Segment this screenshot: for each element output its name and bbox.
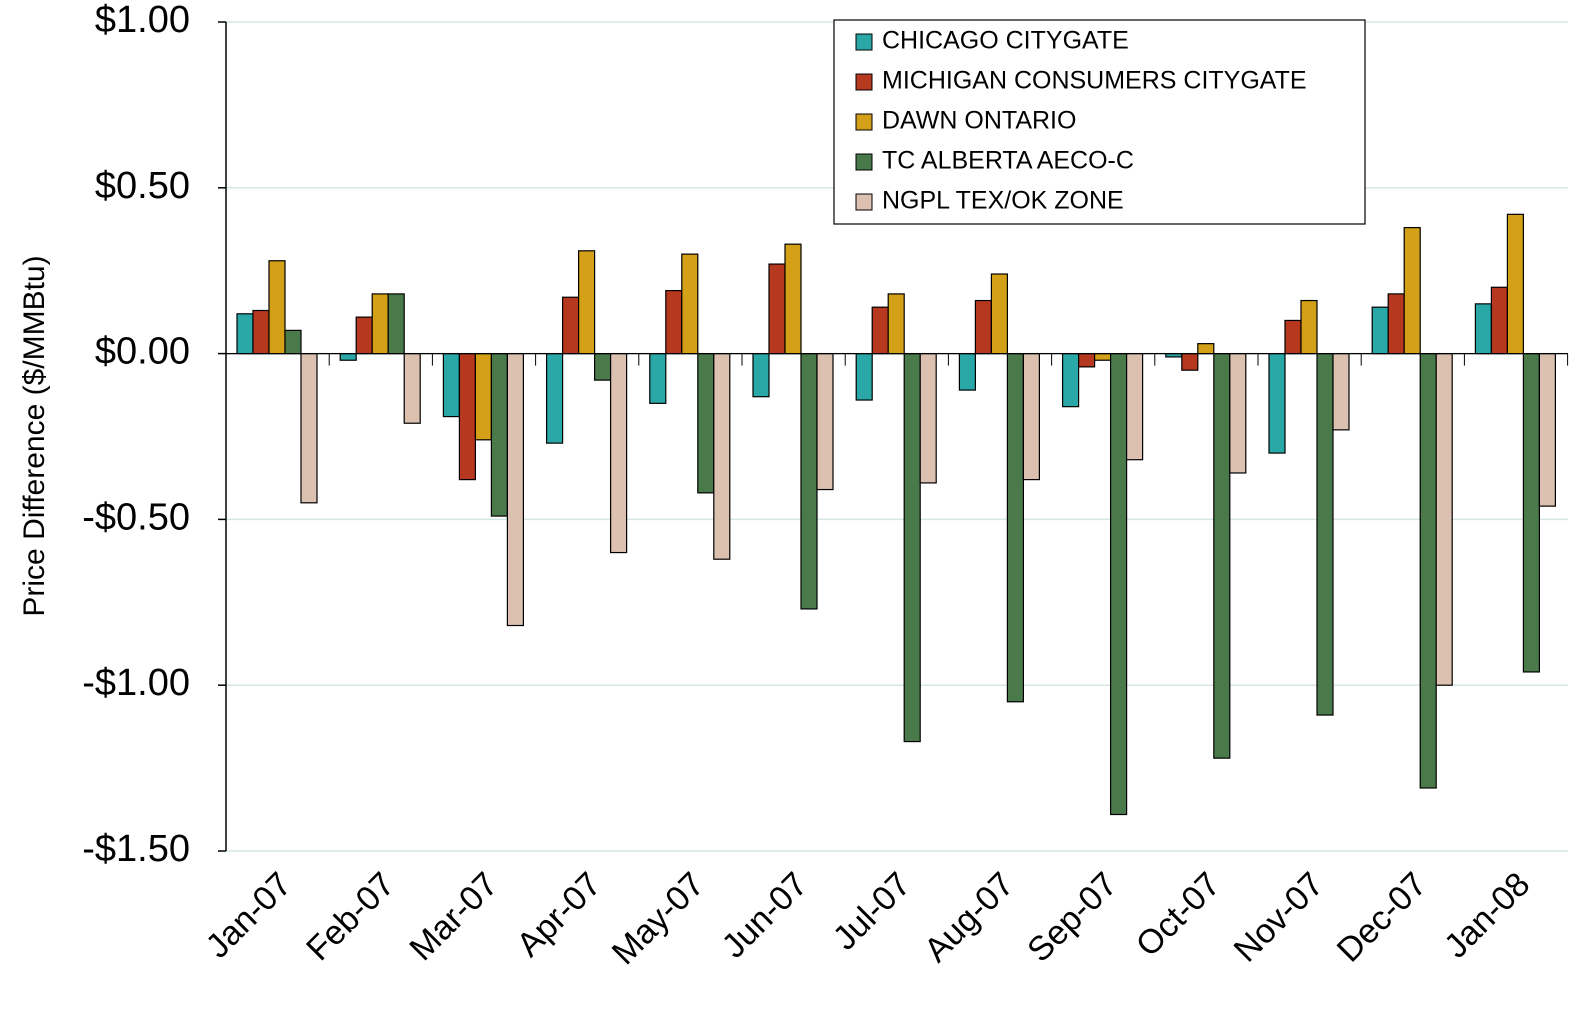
- bar: [752, 353, 770, 398]
- bar: [800, 353, 818, 610]
- bar: [403, 353, 421, 424]
- bar: [784, 243, 802, 355]
- x-tick-label: Mar-07: [402, 865, 505, 968]
- bar: [300, 353, 318, 504]
- y-tick-label: -$0.50: [82, 496, 190, 538]
- legend-swatch: [855, 153, 873, 171]
- bar: [681, 253, 699, 355]
- bar: [387, 293, 405, 355]
- bar: [1474, 303, 1493, 355]
- bar: [1316, 353, 1334, 716]
- bar: [1213, 353, 1231, 759]
- bar: [268, 260, 286, 355]
- x-tick-label: Dec-07: [1330, 865, 1434, 969]
- bar: [545, 353, 564, 444]
- bar: [871, 306, 889, 355]
- bar: [458, 353, 476, 481]
- legend-box: [833, 19, 1366, 225]
- bar: [1435, 353, 1453, 686]
- bar: [1506, 213, 1525, 355]
- bar: [903, 353, 921, 743]
- y-tick-label: -$1.50: [82, 828, 190, 870]
- x-tick-label: Oct-07: [1129, 865, 1228, 964]
- bar: [768, 263, 786, 355]
- x-tick-label: Jan-08: [1437, 865, 1537, 965]
- bar: [1490, 286, 1509, 355]
- bar: [1022, 353, 1041, 481]
- legend-swatch: [855, 33, 873, 51]
- bar: [561, 296, 580, 355]
- y-tick-label: $1.00: [95, 0, 190, 41]
- bar: [1268, 353, 1286, 454]
- x-tick-label: Jun-07: [715, 865, 815, 965]
- bar: [1197, 343, 1215, 355]
- x-tick-label: May-07: [605, 865, 712, 972]
- x-tick-label: Nov-07: [1227, 865, 1331, 969]
- legend-label: NGPL TEX/OK ZONE: [882, 187, 1124, 215]
- legend-swatch: [855, 113, 873, 131]
- bar: [1371, 306, 1389, 355]
- legend-swatch: [855, 193, 873, 211]
- legend-swatch: [855, 73, 873, 91]
- x-tick-label: Jul-07: [826, 865, 918, 957]
- bar: [609, 353, 628, 554]
- x-tick-label: Apr-07: [510, 865, 609, 964]
- bar: [1109, 353, 1128, 816]
- bar: [1332, 353, 1350, 431]
- bar: [1387, 293, 1405, 355]
- bar: [371, 293, 389, 355]
- bar: [442, 353, 460, 418]
- legend-label: CHICAGO CITYGATE: [882, 27, 1129, 55]
- bar: [1061, 353, 1080, 408]
- y-tick-label: $0.00: [95, 331, 190, 373]
- bar: [649, 353, 667, 404]
- bar: [577, 250, 596, 355]
- bar: [252, 309, 270, 355]
- bar: [1125, 353, 1144, 461]
- bar: [284, 329, 302, 355]
- bar: [1229, 353, 1247, 474]
- legend-label: TC ALBERTA AECO-C: [882, 147, 1134, 175]
- bar: [490, 353, 508, 517]
- bar: [1522, 353, 1541, 673]
- bar: [919, 353, 937, 484]
- bar: [713, 353, 731, 560]
- bar: [1093, 353, 1112, 361]
- bar: [665, 289, 683, 355]
- bar: [1403, 226, 1421, 355]
- bar: [1419, 353, 1437, 789]
- bar: [1538, 353, 1557, 507]
- bar: [1300, 299, 1318, 355]
- bar: [855, 353, 873, 401]
- legend-label: MICHIGAN CONSUMERS CITYGATE: [882, 67, 1307, 95]
- x-tick-label: Jan-07: [199, 865, 299, 965]
- x-tick-label: Feb-07: [299, 865, 402, 968]
- bar: [958, 353, 977, 391]
- x-tick-label: Aug-07: [917, 865, 1021, 969]
- bar: [1284, 319, 1302, 355]
- y-tick-label: -$1.00: [82, 662, 190, 704]
- bar: [236, 313, 254, 355]
- bar: [355, 316, 373, 355]
- bar: [1006, 353, 1025, 703]
- y-axis-title: Price Difference ($/MMBtu): [18, 255, 51, 616]
- bar: [1077, 353, 1096, 368]
- y-tick-label: $0.50: [95, 165, 190, 207]
- bar: [990, 273, 1009, 355]
- bar: [339, 353, 357, 361]
- bar: [474, 353, 492, 441]
- bar: [1181, 353, 1199, 371]
- legend-label: DAWN ONTARIO: [882, 107, 1076, 135]
- bar: [974, 299, 993, 355]
- bar: [506, 353, 524, 627]
- x-tick-label: Sep-07: [1020, 865, 1124, 969]
- bar: [816, 353, 834, 491]
- bar: [697, 353, 715, 494]
- bar: [593, 353, 612, 381]
- bar: [887, 293, 905, 355]
